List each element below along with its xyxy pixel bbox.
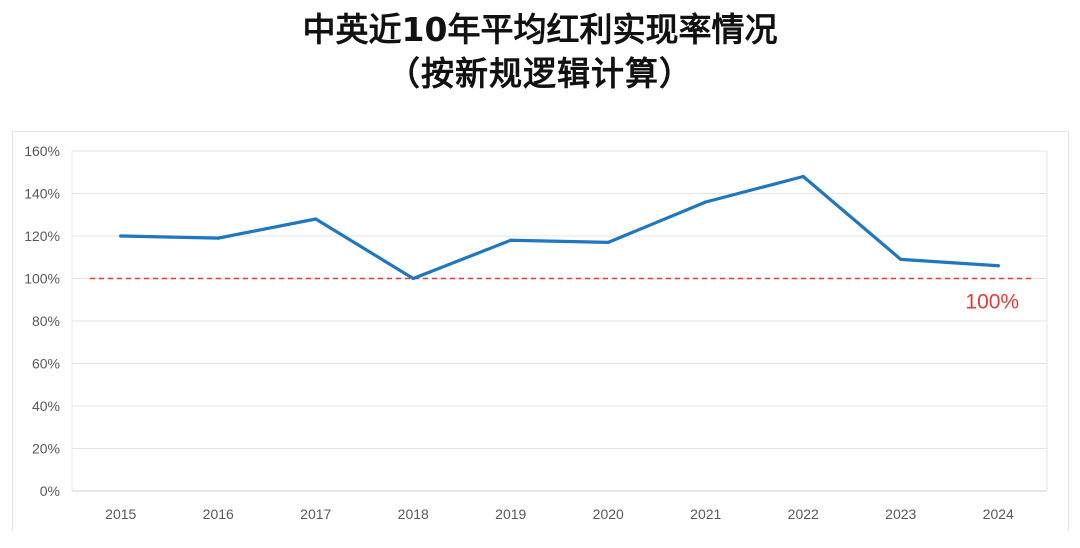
x-tick-label: 2019 (495, 506, 526, 522)
x-tick-label: 2022 (788, 506, 819, 522)
y-tick-label: 60% (32, 356, 60, 372)
data-point (899, 257, 903, 261)
chart-frame (12, 131, 1069, 531)
y-tick-label: 140% (24, 186, 60, 202)
data-point (801, 174, 805, 179)
data-point (509, 238, 513, 242)
reference-line-group: 100% (90, 277, 1033, 314)
series-line (119, 174, 1000, 281)
y-tick-label: 40% (32, 398, 60, 414)
chart-title-line-1: 中英近10年平均红利实现率情况 (302, 10, 778, 49)
x-tick-label: 2018 (398, 506, 429, 522)
y-tick-label: 100% (24, 271, 60, 287)
chart-title-line-2: （按新规逻辑计算） (387, 54, 693, 93)
gridlines (71, 150, 1048, 492)
x-tick-label: 2023 (885, 506, 916, 522)
data-point (411, 276, 415, 281)
y-tick-label: 0% (40, 483, 60, 499)
y-axis-ticks: 0% 20% 40% 60% 80% 100% 120% 140% 160% (24, 143, 60, 499)
y-tick-label: 80% (32, 313, 60, 329)
data-point (314, 217, 318, 221)
x-tick-label: 2020 (593, 506, 624, 522)
y-tick-label: 120% (24, 228, 60, 244)
series-group (119, 174, 1000, 281)
y-tick-label: 160% (24, 143, 60, 159)
y-tick-label: 20% (32, 441, 60, 457)
x-tick-label: 2017 (300, 506, 331, 522)
x-axis-ticks: 2015 2016 2017 2018 2019 2020 2021 2022 2023 2024 (105, 506, 1014, 522)
data-point (606, 240, 610, 244)
data-point (119, 234, 123, 238)
data-point (996, 264, 1000, 268)
data-point (704, 200, 708, 204)
reference-line-label: 100% (965, 291, 1019, 314)
chart-title: 中英近10年平均红利实现率情况 （按新规逻辑计算） (0, 8, 1080, 96)
x-tick-label: 2016 (203, 506, 234, 522)
data-point (216, 236, 220, 240)
x-tick-label: 2021 (690, 506, 721, 522)
x-tick-label: 2024 (983, 506, 1014, 522)
x-tick-label: 2015 (105, 506, 136, 522)
